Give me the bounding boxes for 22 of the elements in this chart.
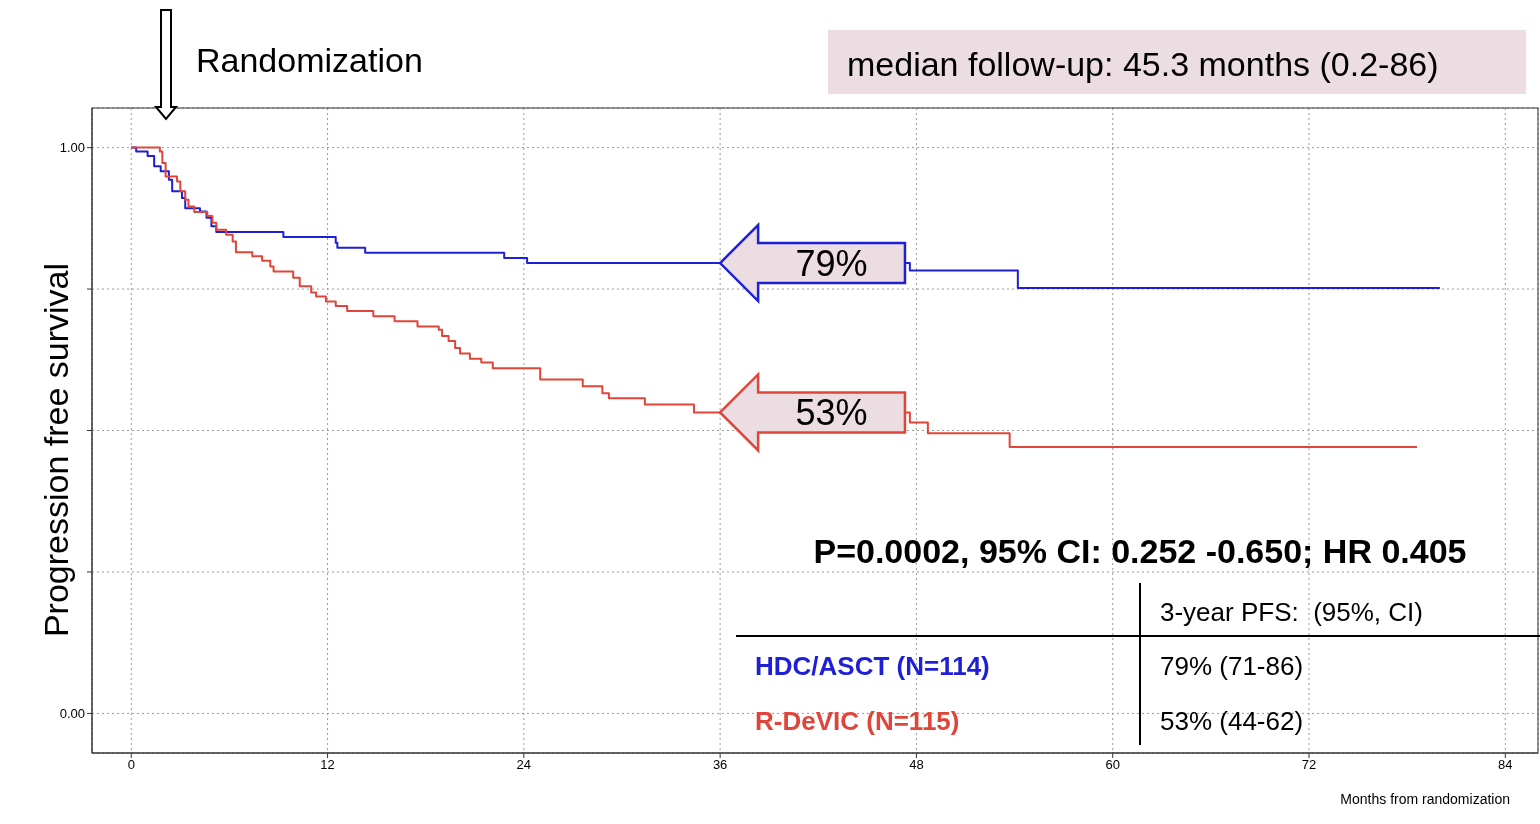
annotation: 53% (44-62) bbox=[1160, 706, 1304, 736]
annotation: 3-year PFS: (95%, CI) bbox=[1160, 597, 1423, 627]
x-tick-label: 72 bbox=[1301, 757, 1317, 773]
annotation: P=0.0002, 95% CI: 0.252 -0.650; HR 0.405 bbox=[813, 532, 1467, 570]
annotation: 79% bbox=[795, 243, 868, 285]
annotation: 53% bbox=[795, 392, 868, 434]
text: Randomization bbox=[196, 41, 423, 79]
x-tick-label: 84 bbox=[1498, 757, 1513, 773]
y-tick-label: 1.00 bbox=[59, 140, 85, 156]
annotation: 79% (71-86) bbox=[1160, 651, 1304, 681]
y-tick-label: 0.00 bbox=[59, 706, 85, 722]
x-tick-label: 24 bbox=[516, 757, 532, 773]
text: R-DeVIC (N=115) bbox=[755, 706, 960, 736]
text: median follow-up: 45.3 months (0.2-86) bbox=[847, 45, 1439, 83]
x-axis-title: Months from randomization bbox=[1340, 791, 1510, 807]
x-tick-label: 12 bbox=[320, 757, 335, 773]
x-tick-label: 60 bbox=[1105, 757, 1120, 773]
x-tick-label: 48 bbox=[909, 757, 924, 773]
y-axis-title: Progression free survival bbox=[37, 262, 75, 638]
x-tick-label: 0 bbox=[127, 757, 135, 773]
text: HDC/ASCT (N=114) bbox=[755, 651, 990, 681]
x-tick-label: 36 bbox=[712, 757, 728, 773]
